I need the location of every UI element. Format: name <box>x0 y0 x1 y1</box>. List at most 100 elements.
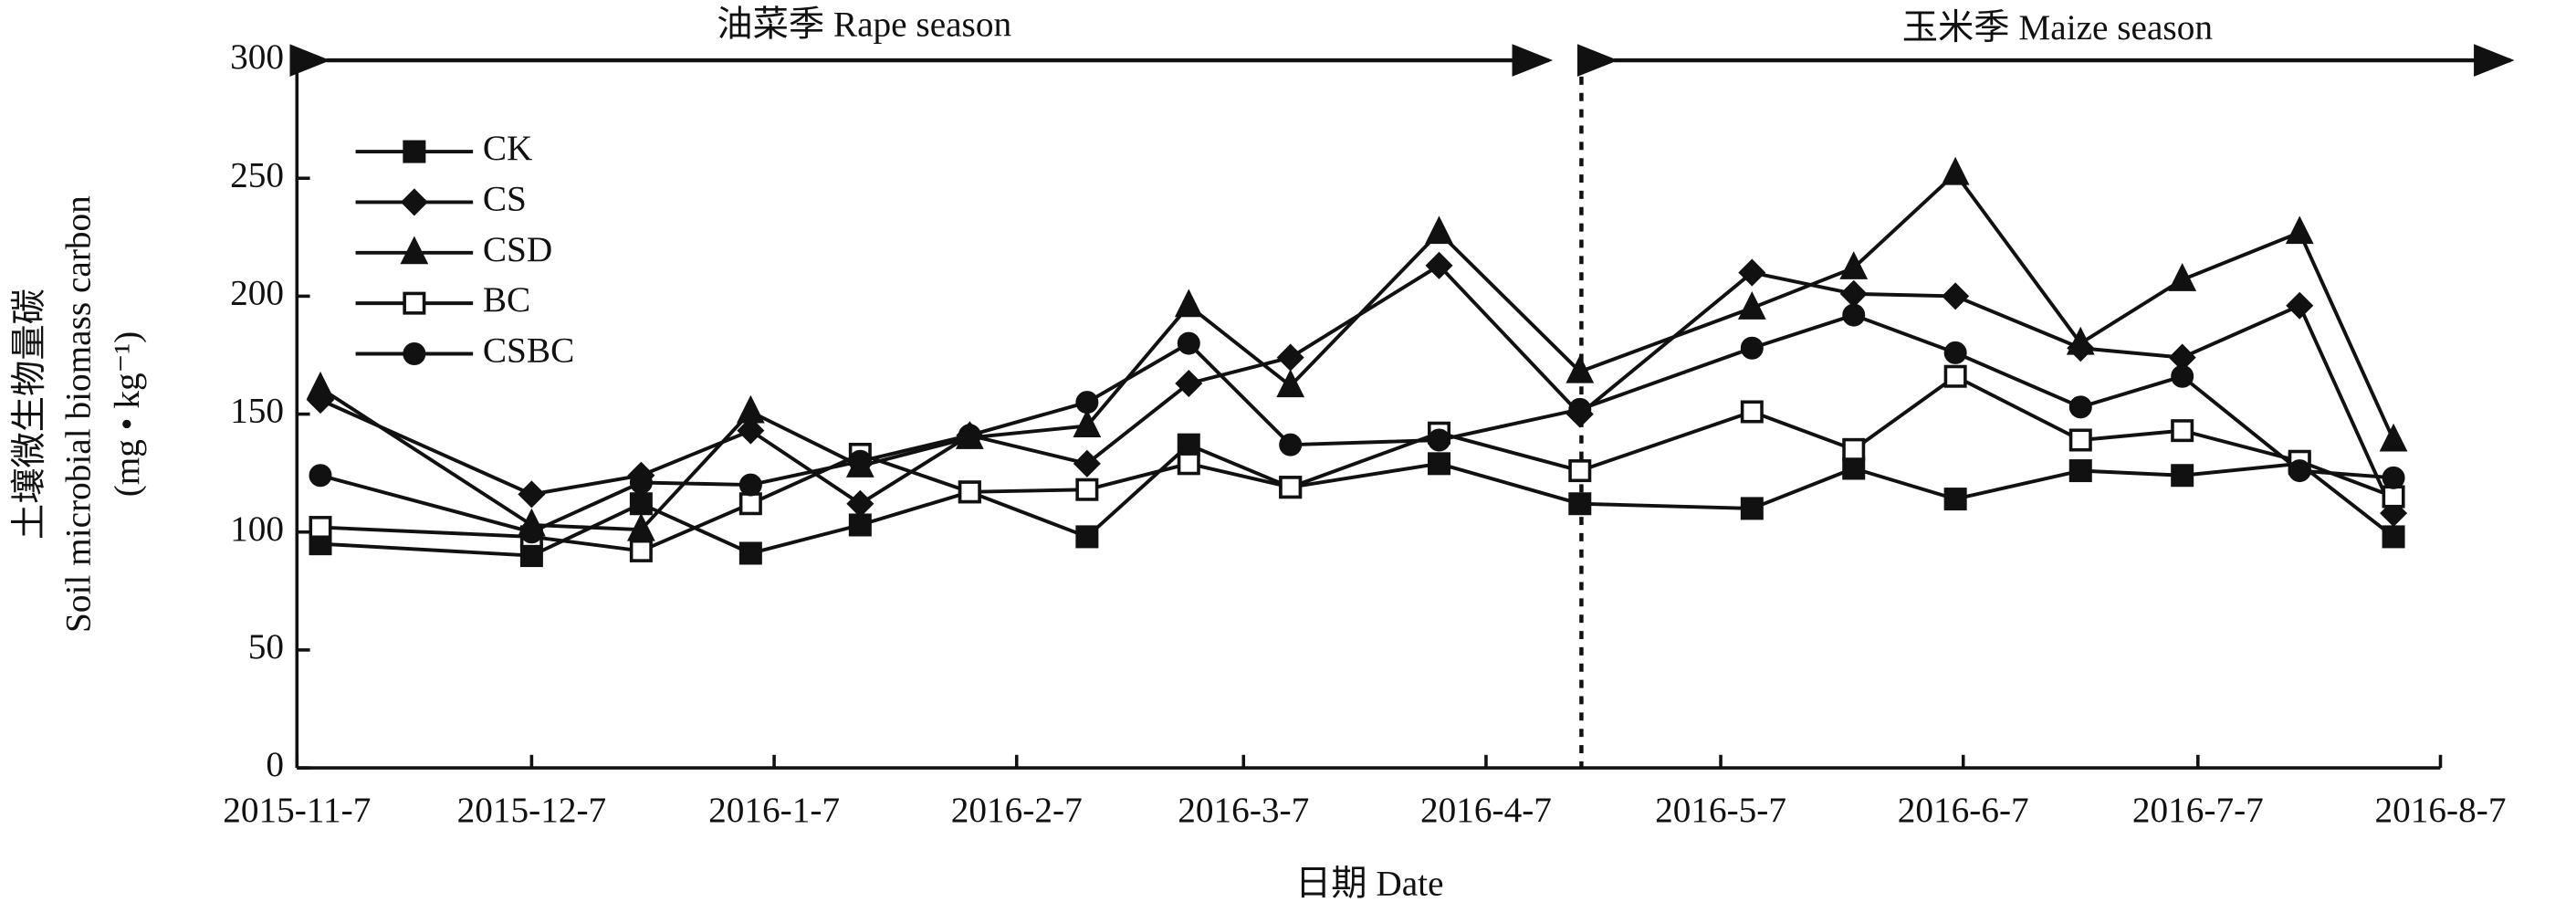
series-line <box>319 171 2395 532</box>
x-tick-label: 2016-4-7 <box>1420 791 1552 830</box>
y-tick-label: 0 <box>266 745 284 784</box>
y-axis-label: (mg • kg⁻¹) <box>108 331 147 497</box>
marker <box>2068 459 2092 483</box>
marker <box>1073 449 1101 477</box>
x-tick-label: 2015-11-7 <box>223 791 371 830</box>
marker <box>1276 343 1304 372</box>
series-line <box>319 312 2394 534</box>
marker <box>2288 459 2311 483</box>
series-line <box>319 442 2395 558</box>
marker <box>1428 452 1451 476</box>
marker <box>626 512 655 541</box>
marker <box>1737 291 1766 320</box>
marker <box>738 492 762 516</box>
marker <box>629 492 653 516</box>
marker <box>1839 279 1868 308</box>
x-tick-label: 2016-7-7 <box>2132 791 2264 830</box>
x-tick-label: 2016-8-7 <box>2375 791 2507 830</box>
marker <box>2382 525 2405 549</box>
marker <box>1177 433 1200 456</box>
y-tick-label: 300 <box>230 37 284 77</box>
marker <box>306 371 335 400</box>
marker <box>1842 456 1866 480</box>
marker <box>2068 428 2092 452</box>
marker <box>519 544 543 568</box>
marker <box>2382 466 2405 489</box>
marker <box>848 513 872 537</box>
legend-label: CSBC <box>483 331 574 371</box>
marker <box>737 416 765 445</box>
legend-label: CS <box>483 179 527 218</box>
marker <box>1177 331 1200 355</box>
marker <box>1941 156 1970 185</box>
y-axis-label: 土壤微生物量碳 <box>9 289 49 540</box>
marker <box>2171 464 2194 488</box>
marker <box>1175 369 1203 398</box>
marker <box>1075 525 1099 549</box>
marker <box>2286 291 2314 320</box>
marker <box>2171 364 2194 388</box>
marker <box>736 394 765 424</box>
marker <box>1568 459 1592 483</box>
marker <box>1073 409 1102 437</box>
legend-label: BC <box>483 280 530 320</box>
x-tick-label: 2016-1-7 <box>708 791 840 830</box>
legend-marker <box>400 188 428 216</box>
marker <box>1738 258 1766 287</box>
marker <box>2171 419 2194 443</box>
legend-marker <box>400 236 429 265</box>
annotation: 玉米季 Maize season <box>1902 8 2214 47</box>
y-tick-label: 250 <box>230 155 284 194</box>
marker <box>958 480 981 504</box>
legend-label: CSD <box>483 230 552 269</box>
x-tick-label: 2016-6-7 <box>1898 791 2029 830</box>
series-line <box>319 373 2394 553</box>
marker <box>1428 428 1451 452</box>
marker <box>2068 395 2092 419</box>
y-tick-label: 150 <box>230 392 284 431</box>
marker <box>1740 336 1764 360</box>
marker <box>518 480 546 509</box>
marker <box>519 520 543 544</box>
y-tick-label: 100 <box>230 509 284 549</box>
marker <box>629 539 653 562</box>
marker <box>1740 400 1764 424</box>
marker <box>1279 476 1303 499</box>
marker <box>2285 215 2314 245</box>
x-tick-label: 2015-12-7 <box>457 791 607 830</box>
marker <box>846 489 874 518</box>
marker <box>629 470 653 494</box>
y-tick-label: 50 <box>248 627 284 666</box>
marker <box>1568 492 1592 516</box>
marker <box>1568 397 1592 421</box>
marker <box>1842 437 1866 461</box>
y-tick-label: 200 <box>230 273 284 312</box>
marker <box>958 424 981 447</box>
marker <box>1174 289 1203 318</box>
marker <box>1943 364 1967 388</box>
legend-marker <box>403 291 426 315</box>
x-axis-label: 日期 Date <box>1295 864 1443 903</box>
marker <box>1075 391 1099 415</box>
marker <box>1276 369 1305 398</box>
marker <box>738 473 762 497</box>
marker <box>2379 423 2408 452</box>
marker <box>1942 282 1970 310</box>
marker <box>1425 251 1453 279</box>
marker <box>1943 341 1967 364</box>
marker <box>1839 251 1869 279</box>
marker <box>2168 263 2197 291</box>
marker <box>1279 433 1303 456</box>
marker <box>309 516 332 540</box>
marker <box>309 464 332 488</box>
marker <box>1842 303 1866 327</box>
marker <box>2382 485 2405 509</box>
y-axis-label: Soil microbial biomass carbon <box>59 195 99 633</box>
x-tick-label: 2016-3-7 <box>1178 791 1309 830</box>
legend-marker <box>403 140 426 163</box>
marker <box>848 449 872 473</box>
annotation: 油菜季 Rape season <box>717 5 1011 44</box>
marker <box>1565 354 1595 383</box>
